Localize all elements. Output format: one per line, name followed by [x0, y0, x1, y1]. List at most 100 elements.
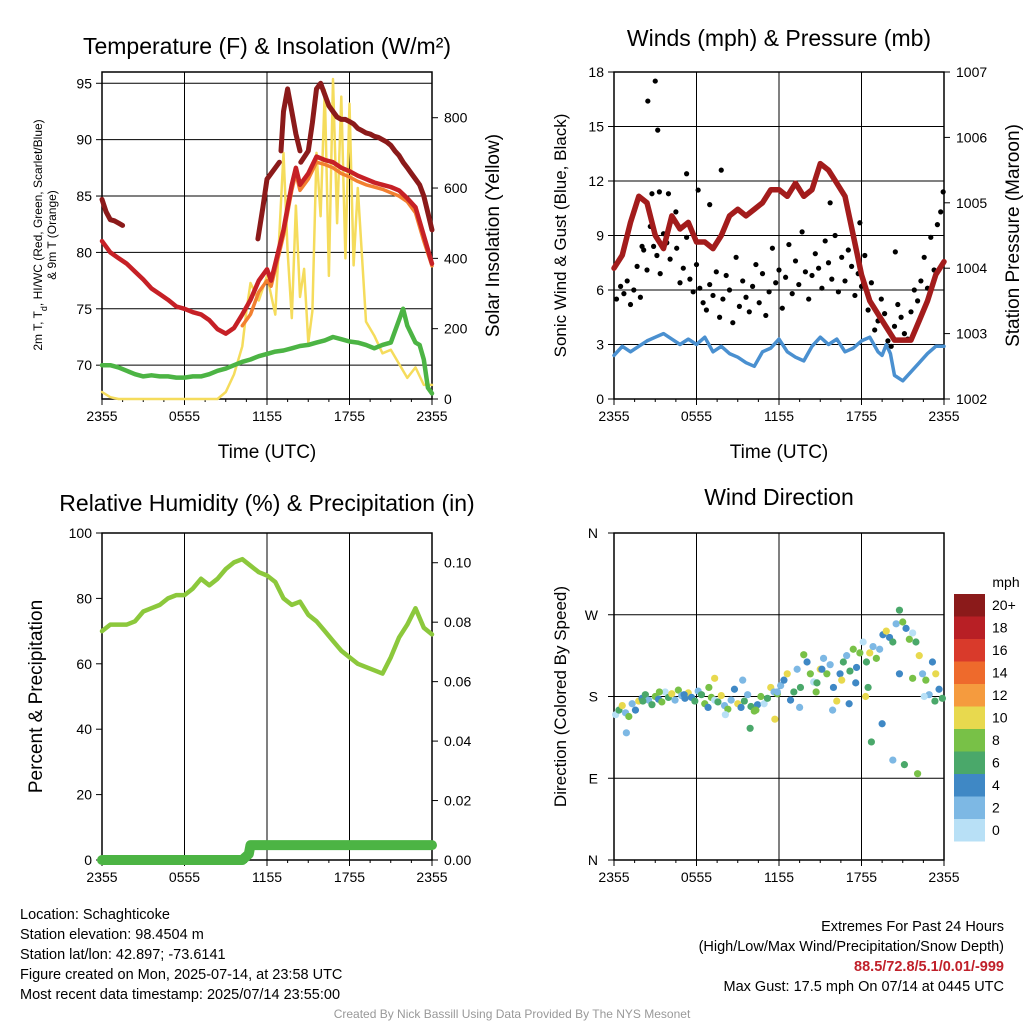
gust-point — [822, 238, 828, 244]
wdir-y-tick-label: S — [589, 689, 598, 705]
gust-point — [690, 289, 696, 295]
gust-point — [827, 200, 833, 206]
direction-point — [878, 720, 886, 728]
winds-y2-tick-label: 1005 — [956, 195, 987, 211]
legend-swatch — [954, 639, 985, 662]
temp-y-tick-label: 95 — [76, 75, 92, 91]
created-text: Figure created on Mon, 2025-07-14, at 23… — [20, 967, 343, 983]
direction-point — [771, 715, 779, 723]
wdir-y-tick-label: N — [588, 525, 598, 541]
direction-point — [931, 697, 939, 705]
winds-y-tick-label: 18 — [588, 64, 604, 80]
gust-point — [649, 191, 655, 197]
temp-y-tick-label: 90 — [76, 132, 92, 148]
rh-y-tick-label: 0 — [84, 852, 92, 868]
direction-point — [618, 701, 626, 710]
temp-y2-tick-label: 800 — [444, 110, 468, 126]
direction-point — [691, 697, 699, 705]
gust-point — [918, 278, 924, 284]
gust-point — [665, 191, 672, 197]
direction-point — [862, 692, 870, 701]
gust-point — [667, 256, 673, 262]
direction-point — [866, 649, 874, 657]
gust-point — [809, 272, 815, 279]
gust-point — [908, 309, 914, 315]
direction-point — [915, 652, 923, 660]
direction-point — [876, 645, 884, 653]
direction-point — [909, 674, 917, 682]
gust-point — [882, 311, 888, 317]
gust-point — [674, 245, 680, 251]
direction-point — [899, 618, 907, 626]
direction-point — [895, 670, 904, 678]
temp-y2-tick-label: 600 — [444, 180, 468, 196]
direction-point — [905, 635, 913, 643]
gust-point — [644, 267, 650, 273]
direction-point — [622, 729, 630, 737]
gust-point — [915, 298, 921, 304]
gust-point — [627, 301, 634, 308]
winds-x-tick-label: 1155 — [764, 408, 794, 424]
temp-y-label-line: & 9m T (Orange) — [45, 190, 59, 280]
wdir-y-tick-label: W — [585, 607, 599, 623]
legend-swatch — [954, 751, 985, 774]
gust-point — [938, 209, 944, 215]
direction-point — [625, 712, 633, 721]
direction-point — [674, 686, 682, 694]
gust-point — [684, 234, 690, 240]
gust-point — [759, 271, 766, 277]
gust-point — [618, 283, 624, 289]
gust-point — [697, 285, 703, 291]
winds-y2-tick-label: 1006 — [956, 129, 987, 145]
direction-point — [843, 652, 851, 660]
wdir-y-label: Direction (Colored By Speed) — [551, 586, 570, 807]
direction-point — [714, 698, 722, 706]
heat_index-line — [298, 80, 435, 233]
gust-point — [730, 320, 736, 326]
gust-point — [718, 167, 724, 173]
temp-y2-tick-label: 0 — [444, 391, 452, 407]
direction-point — [648, 701, 656, 709]
direction-point — [668, 690, 676, 698]
gust-point — [934, 222, 941, 228]
gust-point — [693, 261, 700, 268]
gust-point — [812, 251, 818, 257]
rh-y-tick-label: 80 — [76, 590, 92, 606]
direction-point — [912, 638, 920, 646]
legend-swatch — [954, 774, 985, 797]
gust-point — [911, 287, 917, 293]
direction-point — [852, 679, 860, 687]
gust-point — [786, 241, 792, 248]
temp-y-tick-label: 80 — [76, 244, 92, 260]
extremes-values: 88.5/72.8/5.1/0.01/-999 — [854, 959, 1004, 975]
legend-swatch — [954, 594, 985, 617]
winds-x-tick-label: 0555 — [681, 408, 712, 424]
direction-point — [628, 700, 636, 708]
direction-point — [829, 706, 837, 714]
direction-point — [839, 658, 847, 666]
winds-y2-tick-label: 1002 — [956, 391, 987, 407]
direction-point — [836, 670, 844, 678]
gust-point — [819, 285, 825, 291]
extremes-info: Extremes For Past 24 Hours (High/Low/Max… — [699, 917, 1004, 997]
rh-y2-tick-label: 0.06 — [444, 674, 471, 690]
legend-label: 12 — [992, 687, 1008, 703]
direction-point — [806, 670, 814, 678]
gust-point — [621, 291, 627, 297]
temp_2m-line — [99, 154, 435, 336]
gust-point — [703, 307, 710, 313]
direction-point — [833, 697, 841, 705]
wdir-x-tick-label: 2355 — [598, 869, 629, 885]
direction-point — [826, 661, 834, 669]
temp-y-label: 2m T, Td, HI/WC (Red, Green, Scarlet/Blu… — [31, 119, 59, 350]
gust-point — [707, 202, 713, 208]
direction-point — [658, 698, 666, 706]
credit-text: Created By Nick Bassill Using Data Provi… — [333, 1007, 691, 1021]
gust-point — [717, 314, 723, 320]
dewpoint-line — [99, 306, 435, 396]
direction-point — [846, 667, 854, 675]
winds-y-tick-label: 3 — [596, 337, 604, 353]
winds-y2-tick-label: 1007 — [956, 64, 987, 80]
gust-point — [680, 265, 686, 271]
gust-point — [885, 338, 891, 344]
